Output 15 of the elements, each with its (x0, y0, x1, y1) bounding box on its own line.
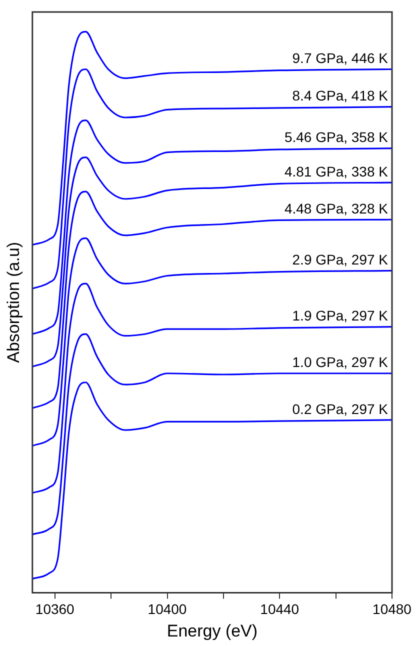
series-label: 4.48 GPa, 328 K (284, 200, 389, 216)
series-label: 1.9 GPa, 297 K (292, 308, 389, 324)
series-label: 8.4 GPa, 418 K (292, 88, 389, 104)
series-label: 0.2 GPa, 297 K (292, 400, 389, 417)
series-label: 5.46 GPa, 358 K (284, 129, 389, 146)
x-tick-label: 10440 (260, 601, 300, 618)
x-tick-label: 10400 (148, 601, 187, 618)
y-axis-title: Absorption (a.u) (4, 242, 23, 363)
x-tick-label: 10480 (372, 601, 412, 618)
x-tick-label: 10360 (35, 601, 75, 618)
series-label: 1.0 GPa, 297 K (292, 354, 389, 370)
x-axis-title: Energy (eV) (166, 621, 258, 640)
series-label: 4.81 GPa, 338 K (284, 163, 389, 180)
series-label: 9.7 GPa, 446 K (292, 50, 389, 66)
series-label: 2.9 GPa, 297 K (292, 252, 389, 268)
